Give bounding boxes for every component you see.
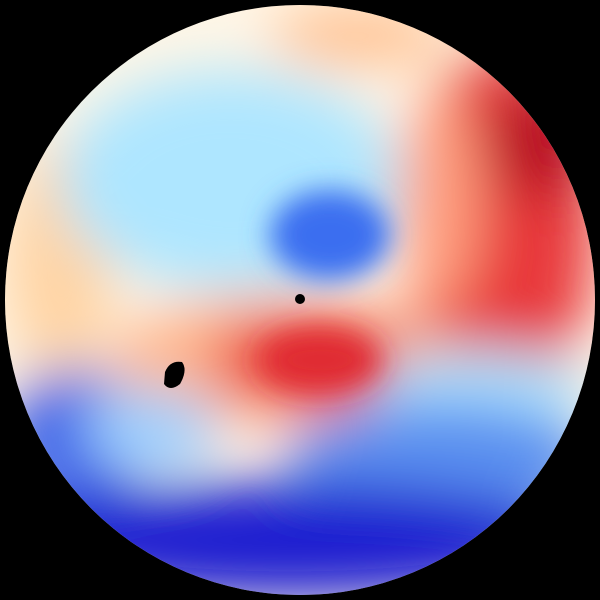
red-core	[260, 330, 380, 390]
radar-site-marker	[295, 294, 305, 304]
no-data-blob	[164, 361, 185, 388]
light-blue-southwest	[80, 390, 220, 470]
blue-core	[270, 190, 390, 280]
orange-east	[400, 90, 480, 310]
